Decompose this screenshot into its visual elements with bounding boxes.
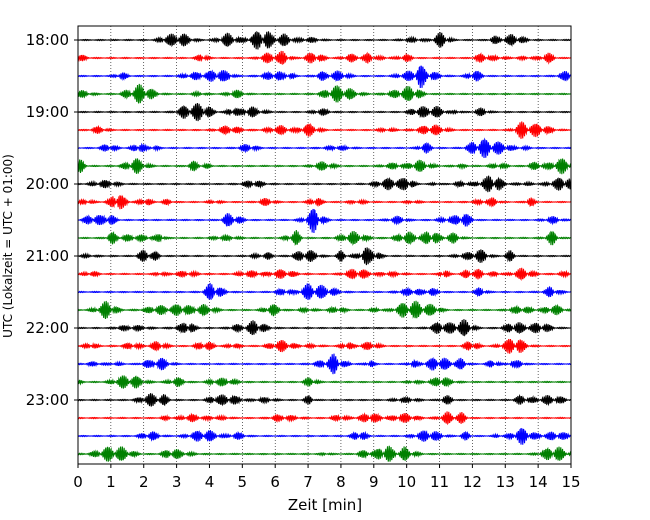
trace-2045 bbox=[77, 230, 572, 246]
x-tick-label: 12 bbox=[463, 473, 482, 491]
trace-2330 bbox=[77, 427, 572, 445]
x-tick-label: 3 bbox=[172, 473, 182, 491]
x-tick-label: 7 bbox=[303, 473, 313, 491]
trace-1845 bbox=[77, 83, 571, 104]
trace-2300 bbox=[77, 393, 572, 407]
plot-frame bbox=[77, 25, 572, 465]
x-tick-label: 9 bbox=[369, 473, 379, 491]
trace-2145 bbox=[77, 300, 572, 320]
x-axis-ticks: 0 1 2 3 4 5 6 7 8 9 10 11 12 13 14 15 bbox=[73, 464, 581, 491]
trace-2230 bbox=[77, 353, 572, 375]
x-axis-label: Zeit [min] bbox=[288, 496, 362, 514]
trace-1830 bbox=[77, 65, 572, 88]
y-tick-label: 21:00 bbox=[26, 247, 69, 265]
x-tick-label: 5 bbox=[238, 473, 248, 491]
x-tick-label: 15 bbox=[561, 473, 580, 491]
x-tick-label: 10 bbox=[397, 473, 416, 491]
grid-lines bbox=[110, 26, 539, 464]
trace-2130 bbox=[77, 282, 572, 301]
trace-2000 bbox=[77, 175, 572, 193]
x-tick-label: 6 bbox=[270, 473, 280, 491]
y-tick-label: 19:00 bbox=[26, 103, 69, 121]
x-tick-label: 8 bbox=[336, 473, 346, 491]
trace-2115 bbox=[77, 267, 572, 282]
y-axis-label: UTC (Lokalzeit = UTC + 01:00) bbox=[1, 154, 15, 338]
trace-2315 bbox=[77, 411, 572, 426]
trace-1945 bbox=[77, 158, 572, 175]
x-tick-label: 14 bbox=[529, 473, 548, 491]
x-tick-label: 11 bbox=[430, 473, 449, 491]
trace-1815 bbox=[77, 50, 572, 66]
trace-2015 bbox=[77, 194, 572, 210]
seismic-traces bbox=[77, 30, 572, 462]
trace-1900 bbox=[77, 102, 572, 122]
y-tick-label: 23:00 bbox=[26, 391, 69, 409]
trace-1915 bbox=[77, 121, 572, 139]
trace-2100 bbox=[77, 247, 572, 266]
x-tick-label: 1 bbox=[106, 473, 116, 491]
x-tick-label: 13 bbox=[496, 473, 515, 491]
x-tick-label: 4 bbox=[205, 473, 215, 491]
y-tick-label: 22:00 bbox=[26, 319, 69, 337]
trace-2200 bbox=[77, 319, 572, 337]
y-tick-label: 20:00 bbox=[26, 175, 69, 193]
trace-2345 bbox=[77, 445, 572, 462]
trace-2245 bbox=[77, 375, 572, 389]
trace-1930 bbox=[77, 137, 572, 159]
trace-2030 bbox=[77, 208, 572, 233]
trace-1800 bbox=[77, 30, 572, 50]
x-tick-label: 2 bbox=[139, 473, 149, 491]
y-tick-label: 18:00 bbox=[26, 31, 69, 49]
y-axis-ticks: 18:00 19:00 20:00 21:00 22:00 23:00 bbox=[26, 31, 78, 409]
x-tick-label: 0 bbox=[73, 473, 83, 491]
trace-2215 bbox=[77, 338, 572, 354]
